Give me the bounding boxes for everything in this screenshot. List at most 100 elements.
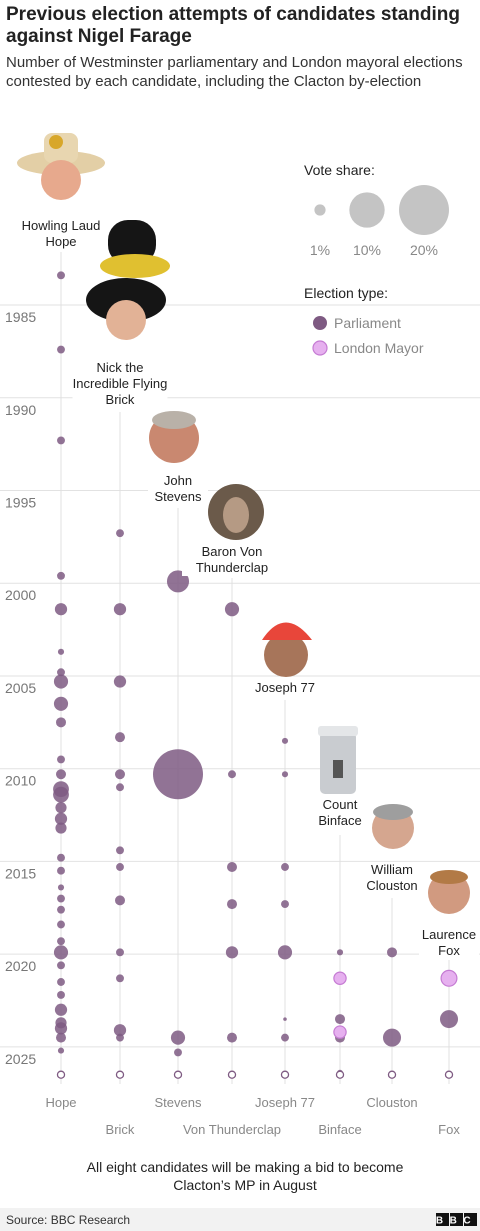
bubble — [116, 974, 124, 983]
bubble — [57, 271, 65, 280]
bubble — [54, 1022, 68, 1035]
logo-text: BBC — [436, 1216, 477, 1227]
candidate-name: Baron Von Thunderclap — [182, 544, 282, 576]
legend-swatch — [313, 316, 327, 330]
source: Source: BBC Research — [6, 1213, 131, 1227]
footer-band — [0, 1208, 480, 1231]
legend-title: Election type: — [304, 285, 388, 301]
bubble — [53, 786, 69, 803]
x-tick-label: Binface — [318, 1122, 361, 1137]
bubble — [57, 961, 65, 970]
upcoming-marker — [173, 1070, 183, 1079]
bubble — [57, 866, 65, 875]
size-legend-label: 1% — [310, 242, 330, 258]
bubble — [54, 1003, 68, 1016]
x-tick-label: Brick — [106, 1122, 135, 1137]
note: All eight candidates will be making a bi… — [86, 1159, 404, 1193]
bubble — [57, 853, 65, 862]
size-legend-label: 20% — [410, 242, 438, 258]
candidate-name: Howling Laud Hope — [16, 218, 106, 250]
x-tick-label: Fox — [438, 1122, 460, 1137]
legend-label: Parliament — [334, 315, 401, 331]
bubble — [115, 895, 125, 906]
y-tick-label: 2025 — [5, 1051, 36, 1067]
bubble — [333, 971, 347, 986]
legend-swatch — [312, 340, 328, 356]
y-tick-label: 2005 — [5, 680, 36, 696]
candidate-name: William Clouston — [357, 862, 427, 894]
candidate-name: John Stevens — [148, 473, 208, 505]
upcoming-marker — [56, 1070, 66, 1079]
bubble — [336, 949, 344, 956]
bubble — [333, 1025, 347, 1039]
bubble — [57, 571, 65, 580]
x-tick-label: Joseph 77 — [255, 1095, 315, 1110]
bubble — [281, 900, 289, 909]
bubble — [54, 812, 68, 825]
x-tick-label: Stevens — [155, 1095, 202, 1110]
bubble — [387, 947, 397, 958]
bubble — [113, 1024, 127, 1037]
bubble — [57, 937, 65, 946]
bubble — [281, 863, 289, 871]
bubble — [57, 345, 65, 354]
y-tick-label: 2015 — [5, 865, 36, 881]
bubble — [56, 1032, 66, 1043]
bubble — [116, 863, 124, 871]
bubble — [53, 674, 69, 689]
bubble — [227, 861, 237, 872]
y-tick-label: 2010 — [5, 773, 36, 789]
candidate-name: Count Binface — [310, 797, 370, 829]
bubble — [57, 648, 65, 655]
bubble — [228, 770, 236, 779]
upcoming-marker — [387, 1070, 397, 1079]
chart-title: Previous election attempts of candidates… — [6, 4, 460, 47]
bubble — [54, 603, 68, 616]
candidate-name: Laurence Fox — [419, 927, 479, 959]
bubble — [335, 1014, 345, 1025]
bubble — [57, 884, 65, 891]
upcoming-marker — [335, 1070, 345, 1079]
y-tick-label: 1995 — [5, 494, 36, 510]
y-tick-label: 2000 — [5, 587, 36, 603]
bubble — [57, 905, 65, 914]
bubble — [224, 602, 240, 617]
bubble — [227, 1032, 237, 1043]
size-legend-circle — [399, 185, 449, 235]
bubble — [277, 945, 293, 960]
bubble — [56, 769, 66, 780]
bubble — [57, 436, 65, 445]
bubble — [382, 1028, 402, 1047]
photos — [17, 133, 470, 914]
logo — [436, 1213, 477, 1226]
size-legend-circle — [314, 204, 326, 216]
upcoming-marker — [227, 1070, 237, 1079]
bubble — [57, 668, 65, 677]
bubble — [225, 946, 239, 959]
size-legend-title: Vote share: — [304, 162, 375, 178]
bubble — [57, 1047, 65, 1054]
bubble — [116, 846, 124, 855]
bubble — [57, 991, 65, 999]
size-legend-circle — [349, 192, 385, 228]
bubble — [56, 717, 66, 728]
x-tick-label: Clouston — [366, 1095, 417, 1110]
bubble — [170, 1030, 186, 1045]
bubble — [116, 783, 124, 792]
x-tick-label: Von Thunderclap — [183, 1122, 281, 1137]
bubble — [116, 1033, 124, 1042]
upcoming-marker — [280, 1070, 290, 1079]
bubble — [57, 894, 65, 903]
bubble — [153, 749, 203, 800]
bubble — [440, 969, 458, 987]
bubble — [113, 675, 127, 688]
bubble — [116, 529, 124, 538]
upcoming-marker — [115, 1070, 125, 1079]
bubble — [113, 603, 127, 616]
bubble — [53, 696, 69, 711]
bubble — [53, 945, 69, 960]
x-tick-label: Hope — [45, 1095, 76, 1110]
upcoming-marker — [444, 1070, 454, 1079]
candidate-name: Nick the Incredible Flying Brick — [72, 360, 168, 408]
